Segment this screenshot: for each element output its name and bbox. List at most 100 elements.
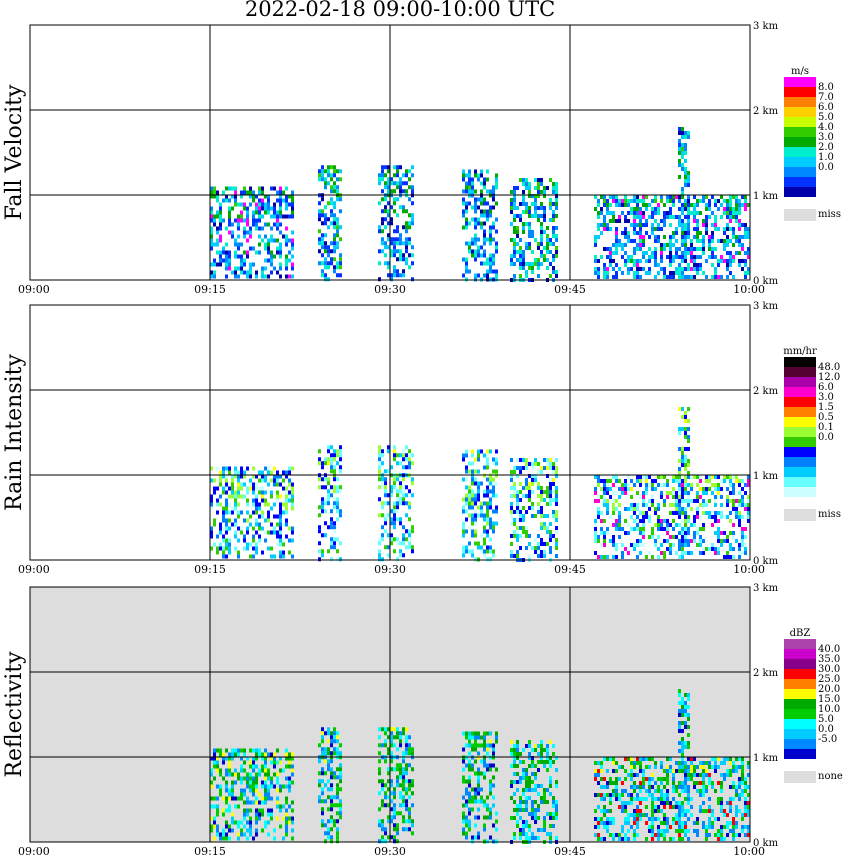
- legend-swatch: [784, 659, 816, 669]
- echo-cell: [723, 239, 726, 243]
- echo-cell: [327, 827, 330, 832]
- echo-cell: [714, 765, 717, 769]
- echo-cell: [330, 799, 333, 804]
- echo-cell: [474, 221, 477, 226]
- echo-cell: [246, 270, 249, 275]
- legend-swatch: [784, 367, 816, 377]
- echo-cell: [732, 837, 735, 841]
- echo-cell: [471, 481, 474, 486]
- echo-cell: [477, 775, 480, 780]
- echo-cell: [321, 819, 324, 824]
- echo-cell: [678, 275, 681, 279]
- echo-cell: [537, 218, 540, 222]
- echo-cell: [255, 550, 258, 555]
- echo-cell: [651, 199, 654, 203]
- echo-cell: [330, 457, 333, 462]
- echo-cell: [474, 481, 477, 486]
- echo-cell: [678, 503, 681, 507]
- echo-cell: [540, 234, 543, 238]
- echo-cell: [642, 535, 645, 539]
- echo-cell: [264, 820, 267, 825]
- echo-cell: [648, 817, 651, 821]
- echo-cell: [693, 275, 696, 279]
- echo-cell: [381, 799, 384, 804]
- echo-cell: [387, 735, 390, 740]
- echo-cell: [606, 555, 609, 559]
- echo-cell: [381, 537, 384, 542]
- echo-cell: [291, 466, 294, 471]
- echo-cell: [648, 825, 651, 829]
- echo-cell: [486, 501, 489, 506]
- echo-cell: [696, 247, 699, 251]
- echo-cell: [525, 478, 528, 482]
- echo-cell: [279, 186, 282, 191]
- echo-cell: [246, 836, 249, 841]
- echo-cell: [489, 815, 492, 820]
- echo-cell: [279, 250, 282, 255]
- echo-cell: [411, 477, 414, 482]
- echo-cell: [525, 482, 528, 486]
- echo-cell: [618, 239, 621, 243]
- echo-cell: [408, 241, 411, 246]
- echo-cell: [642, 781, 645, 785]
- echo-cell: [477, 237, 480, 242]
- echo-cell: [243, 752, 246, 757]
- echo-cell: [615, 769, 618, 773]
- echo-cell: [486, 261, 489, 266]
- echo-cell: [729, 239, 732, 243]
- echo-cell: [210, 796, 213, 801]
- echo-cell: [483, 185, 486, 190]
- echo-cell: [465, 209, 468, 214]
- echo-cell: [288, 780, 291, 785]
- echo-cell: [261, 808, 264, 813]
- echo-cell: [468, 791, 471, 796]
- echo-cell: [744, 785, 747, 789]
- echo-cell: [729, 801, 732, 805]
- echo-cell: [528, 506, 531, 510]
- echo-cell: [744, 199, 747, 203]
- echo-cell: [555, 518, 558, 522]
- echo-cell: [336, 505, 339, 510]
- echo-cell: [339, 453, 342, 458]
- echo-cell: [399, 241, 402, 246]
- echo-cell: [627, 523, 630, 527]
- echo-cell: [597, 555, 600, 559]
- echo-cell: [390, 537, 393, 542]
- echo-cell: [687, 495, 690, 499]
- echo-cell: [261, 490, 264, 495]
- echo-cell: [675, 805, 678, 809]
- echo-cell: [714, 483, 717, 487]
- echo-cell: [675, 495, 678, 499]
- echo-cell: [546, 234, 549, 238]
- echo-cell: [543, 214, 546, 218]
- echo-cell: [477, 497, 480, 502]
- echo-cell: [618, 219, 621, 223]
- echo-cell: [597, 495, 600, 499]
- echo-cell: [669, 837, 672, 841]
- echo-cell: [399, 489, 402, 494]
- echo-cell: [687, 231, 690, 235]
- echo-cell: [612, 491, 615, 495]
- echo-cell: [540, 494, 543, 498]
- echo-cell: [639, 475, 642, 479]
- echo-cell: [711, 523, 714, 527]
- echo-cell: [735, 785, 738, 789]
- echo-cell: [537, 550, 540, 554]
- echo-cell: [681, 207, 684, 211]
- echo-cell: [531, 780, 534, 784]
- echo-cell: [516, 804, 519, 808]
- echo-cell: [663, 483, 666, 487]
- echo-cell: [489, 209, 492, 214]
- echo-cell: [495, 269, 498, 274]
- echo-cell: [705, 475, 708, 479]
- echo-cell: [519, 470, 522, 474]
- echo-cell: [630, 769, 633, 773]
- echo-cell: [480, 545, 483, 550]
- echo-cell: [282, 554, 285, 559]
- echo-cell: [465, 221, 468, 226]
- echo-cell: [396, 497, 399, 502]
- echo-cell: [486, 213, 489, 218]
- echo-cell: [285, 820, 288, 825]
- echo-cell: [333, 449, 336, 454]
- echo-cell: [603, 271, 606, 275]
